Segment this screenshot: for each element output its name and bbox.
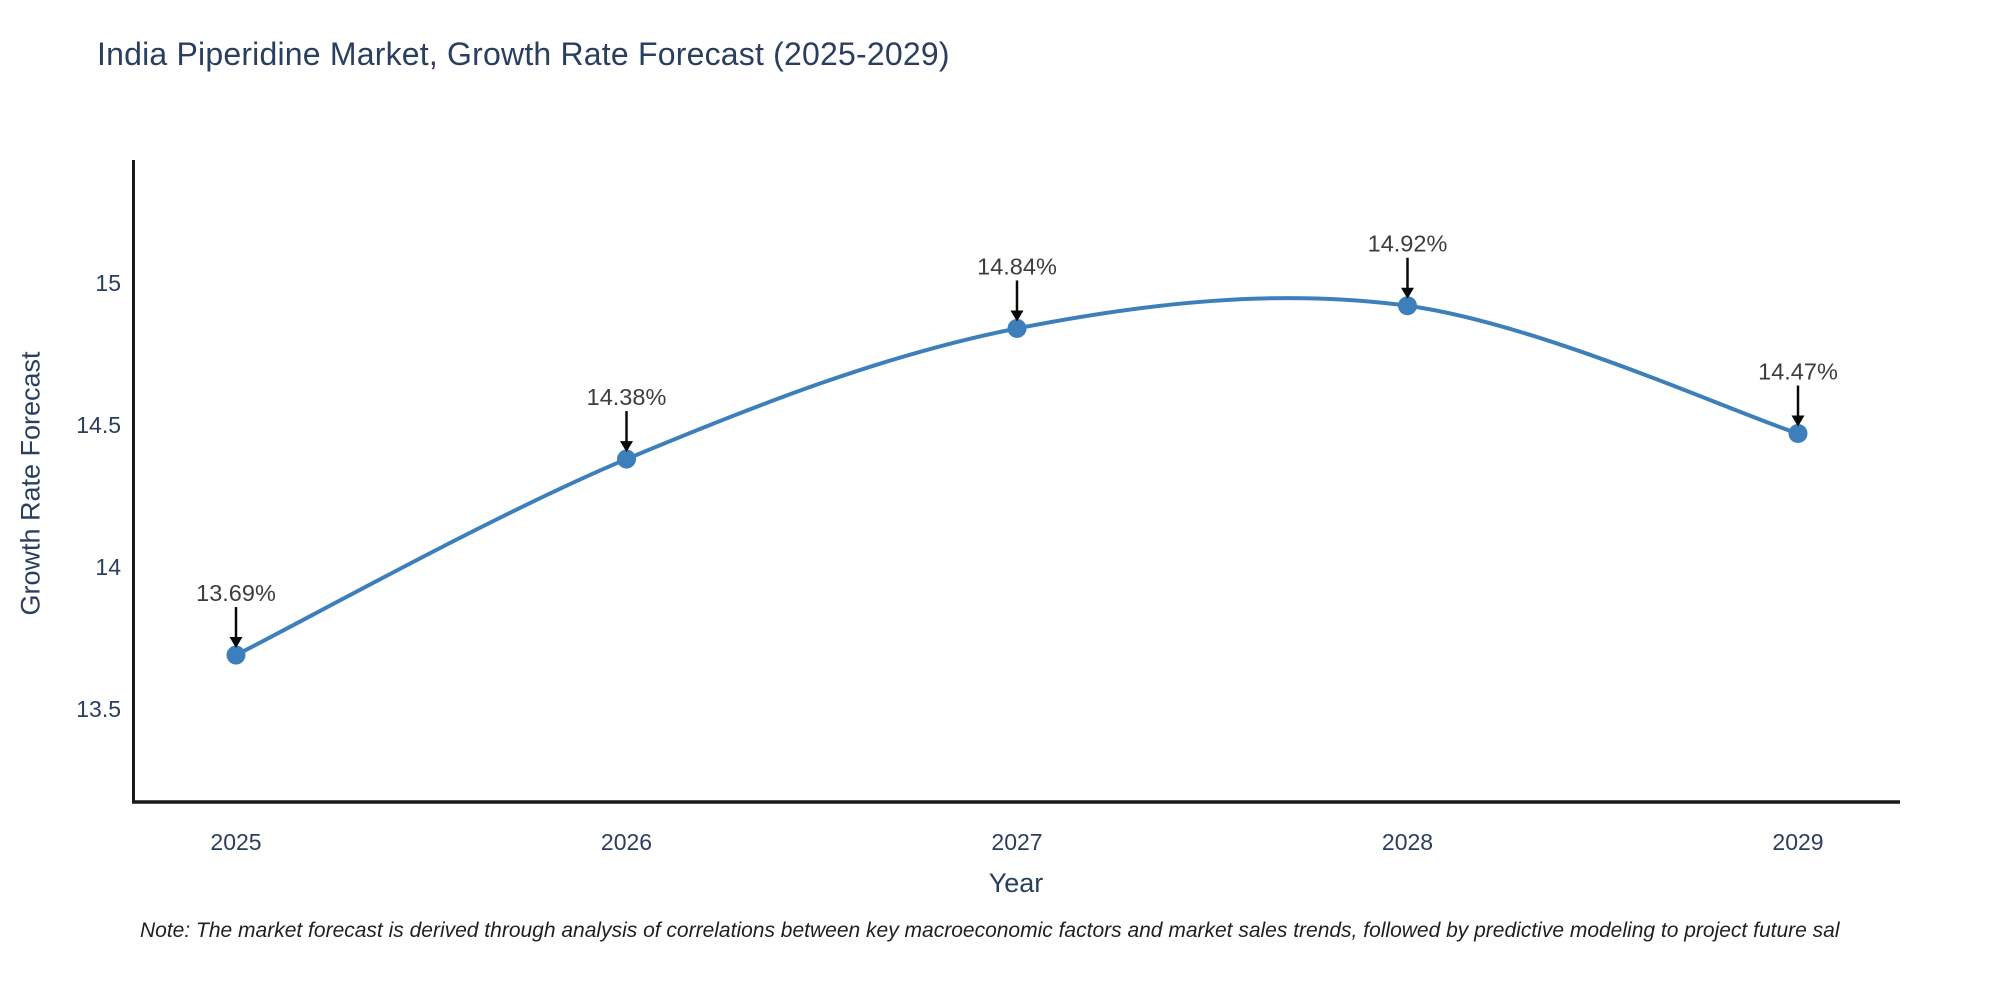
annotation-arrow-head — [1010, 310, 1024, 322]
data-point-marker — [1007, 318, 1027, 338]
data-point-label: 14.47% — [1758, 359, 1838, 385]
x-tick-label: 2025 — [210, 829, 261, 855]
y-tick-label: 15 — [95, 270, 121, 296]
data-point-marker — [617, 449, 636, 469]
forecast-line — [234, 296, 1800, 658]
annotation-arrow-head — [1791, 415, 1805, 427]
chart-title: India Piperidine Market, Growth Rate For… — [97, 36, 950, 72]
data-point-marker — [226, 645, 246, 665]
data-point-label: 13.69% — [196, 580, 276, 606]
data-point-label: 14.38% — [587, 384, 667, 410]
data-point-marker — [1398, 296, 1417, 316]
annotation-arrow-head — [229, 637, 243, 649]
annotation-arrow-head — [1401, 287, 1414, 299]
y-axis-title: Growth Rate Forecast — [15, 351, 46, 616]
data-point-marker — [1788, 424, 1808, 444]
y-tick-label: 14.5 — [76, 412, 121, 438]
x-tick-label: 2028 — [1382, 829, 1433, 855]
annotation-arrow-head — [620, 441, 633, 453]
x-tick-label: 2029 — [1772, 829, 1823, 855]
data-point-label: 14.84% — [977, 253, 1057, 279]
x-tick-label: 2027 — [991, 829, 1042, 855]
footnote: Note: The market forecast is derived thr… — [140, 919, 1840, 942]
y-tick-label: 14 — [95, 554, 121, 580]
data-point-label: 14.92% — [1368, 231, 1448, 257]
x-axis-title: Year — [988, 868, 1044, 898]
y-tick-label: 13.5 — [76, 696, 121, 722]
x-tick-label: 2026 — [601, 829, 652, 855]
